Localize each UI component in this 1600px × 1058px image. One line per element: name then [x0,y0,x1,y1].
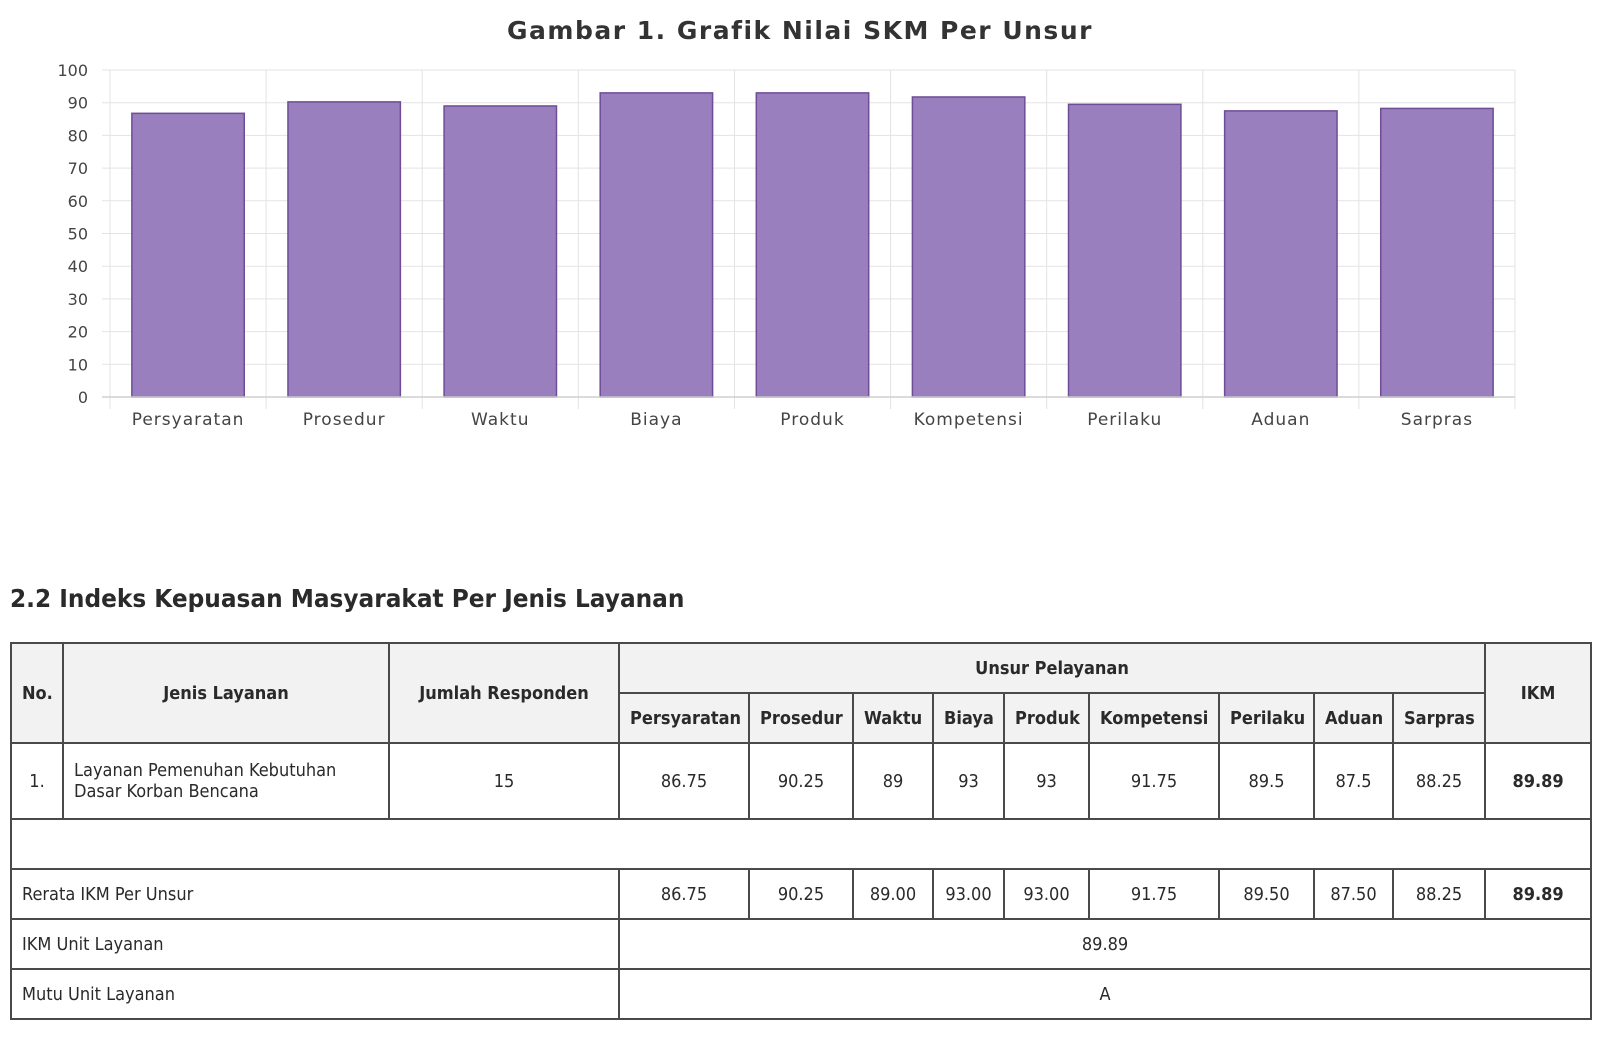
bar [443,105,558,398]
header-no: No. [10,642,64,744]
subheader-unsur: Sarpras [1391,692,1487,744]
subheader-unsur: Prosedur [748,692,854,744]
subheader-unsur: Produk [1003,692,1090,744]
cell-value: 91.75 [1088,742,1220,820]
y-tick-label: 60 [68,192,88,211]
cell-jenis-layanan: Layanan Pemenuhan Kebutuhan Dasar Korban… [62,742,390,820]
rerata-value: 86.75 [618,868,750,920]
empty-cell [9,818,1593,870]
cell-value: 93 [1003,742,1090,820]
x-tick-label: Prosedur [303,410,386,430]
header-ikm: IKM [1484,642,1593,744]
subheader-unsur: Persyaratan [618,692,750,744]
x-tick-label: Sarpras [1401,410,1473,430]
rerata-row: Rerata IKM Per Unsur 86.75 90.25 89.00 9… [10,868,1593,920]
header-jenis-layanan: Jenis Layanan [62,642,390,744]
bar [911,96,1026,398]
section-heading: 2.2 Indeks Kepuasan Masyarakat Per Jenis… [10,584,685,613]
cell-responden: 15 [388,742,620,820]
rerata-value: 90.25 [748,868,854,920]
bar-chart: 0 10 20 30 40 50 60 70 80 90 100 Persyaratan Prosedu… [57,61,1516,430]
bar [287,101,402,398]
rerata-value: 89.00 [852,868,934,920]
rerata-value: 91.75 [1088,868,1220,920]
x-tick-label: Aduan [1251,410,1310,430]
y-tick-label: 100 [57,61,88,80]
table-header-row: No. Jenis Layanan Jumlah Responden Unsur… [10,642,1593,744]
bar [599,92,714,398]
subheader-unsur: Biaya [932,692,1005,744]
rerata-value: 88.25 [1391,868,1487,920]
ikm-unit-value: 89.89 [617,918,1593,970]
cell-value: 89.5 [1218,742,1315,820]
bar [755,92,870,398]
rerata-value: 93.00 [932,868,1005,920]
header-jumlah-responden: Jumlah Responden [388,642,620,744]
cell-value: 89 [852,742,934,820]
cell-value: 93 [932,742,1005,820]
empty-row [9,818,1593,870]
y-tick-label: 10 [68,355,88,374]
y-tick-label: 80 [68,126,88,145]
rerata-value: 87.50 [1313,868,1394,920]
jenis-line: Layanan Pemenuhan Kebutuhan [74,760,337,781]
cell-value: 88.25 [1391,742,1487,820]
mutu-unit-label: Mutu Unit Layanan [10,968,620,1020]
subheader-unsur: Perilaku [1218,692,1315,744]
x-tick-label: Waktu [471,410,529,430]
rerata-label: Rerata IKM Per Unsur [10,868,620,920]
ikm-table: No. Jenis Layanan Jumlah Responden Unsur… [9,642,1593,1020]
y-tick-label: 50 [68,225,88,244]
x-tick-label: Produk [780,410,844,430]
cell-ikm: 89.89 [1484,742,1593,820]
x-tick-label: Biaya [630,410,682,430]
x-tick-label: Kompetensi [914,410,1024,430]
x-tick-label: Persyaratan [132,410,245,430]
jenis-line: Dasar Korban Bencana [74,781,259,802]
y-tick-label: 30 [68,290,88,309]
cell-value: 87.5 [1313,742,1394,820]
table-row: 1. Layanan Pemenuhan Kebutuhan Dasar Kor… [10,742,1593,820]
table-subheader-row: Persyaratan Prosedur Waktu Biaya Produk … [11,692,1591,744]
rerata-ikm: 89.89 [1484,868,1593,920]
y-tick-label: 40 [68,257,88,276]
rerata-value: 93.00 [1003,868,1090,920]
y-tick-label: 90 [68,94,88,113]
cell-value: 90.25 [748,742,854,820]
rerata-value: 89.50 [1218,868,1315,920]
bar [1223,110,1338,398]
subheader-unsur: Aduan [1313,692,1394,744]
bar [131,112,246,398]
subheader-unsur: Waktu [852,692,934,744]
mutu-unit-row: Mutu Unit Layanan A [10,968,1593,1020]
cell-value: 86.75 [618,742,750,820]
subheader-unsur: Kompetensi [1088,692,1220,744]
ikm-unit-row: IKM Unit Layanan 89.89 [10,918,1593,970]
cell-no: 1. [10,742,64,820]
header-unsur-pelayanan: Unsur Pelayanan [617,642,1487,694]
bar [1067,103,1182,398]
x-tick-label: Perilaku [1087,410,1162,430]
y-tick-label: 0 [78,388,88,407]
mutu-unit-value: A [617,968,1593,1020]
bar [1379,107,1494,398]
ikm-unit-label: IKM Unit Layanan [10,918,620,970]
chart-title: Gambar 1. Grafik Nilai SKM Per Unsur [507,16,1093,45]
y-tick-label: 70 [68,159,88,178]
y-tick-label: 20 [68,323,88,342]
